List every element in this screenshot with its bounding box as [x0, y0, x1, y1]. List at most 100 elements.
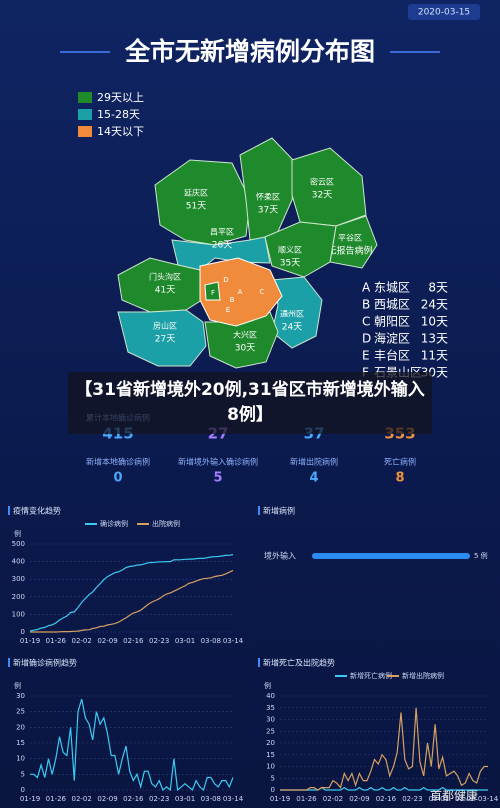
y-tick-label: 20 — [266, 739, 275, 747]
map-letter: C — [260, 288, 265, 296]
stat-value: 4 — [309, 471, 318, 486]
x-tick-label: 03-01 — [175, 795, 195, 803]
x-tick-label: 02-16 — [123, 637, 144, 645]
list-letter: E — [362, 349, 370, 363]
panel-title: 新增病例 — [263, 506, 295, 516]
list-letter: A — [362, 281, 371, 295]
stat-label: 新增境外输入确诊病例 — [178, 457, 258, 467]
x-tick-label: 02-16 — [123, 795, 144, 803]
y-axis-label: 例 — [264, 681, 271, 690]
panel-title: 新增死亡及出院趋势 — [263, 658, 335, 668]
legend-swatch — [78, 109, 92, 120]
district — [154, 159, 251, 246]
y-tick-label: 10 — [266, 763, 275, 771]
x-tick-label: 01-19 — [20, 795, 40, 803]
x-tick-label: 03-14 — [478, 795, 499, 803]
stat-value: 5 — [213, 471, 222, 486]
x-tick-label: 01-26 — [46, 637, 67, 645]
district-name: 通州区 — [280, 309, 304, 319]
x-tick-label: 01-26 — [46, 795, 67, 803]
x-tick-label: 02-09 — [97, 637, 117, 645]
headline: 【31省新增境外20例,31省区市新增境外输入8例】 — [68, 372, 432, 434]
map-letter: E — [226, 306, 230, 314]
legend-label: 出院病例 — [152, 519, 180, 528]
series-line — [30, 698, 234, 792]
legend-label: 确诊病例 — [100, 519, 128, 528]
y-tick-label: 25 — [16, 708, 25, 716]
y-axis-label: 例 — [14, 529, 21, 538]
list-name: 西城区 — [374, 298, 410, 312]
panel-marker — [258, 506, 260, 515]
x-tick-label: 03-08 — [201, 637, 221, 645]
district-days: 37天 — [258, 206, 278, 216]
bar-category: 境外输入 — [264, 551, 296, 561]
list-name: 海淀区 — [374, 331, 410, 346]
y-tick-label: 5 — [271, 774, 275, 782]
district-days: 35天 — [280, 259, 300, 269]
list-name: 朝阳区 — [374, 315, 410, 329]
y-tick-label: 400 — [12, 558, 25, 566]
stat-label: 死亡病例 — [384, 457, 416, 467]
district — [291, 147, 367, 227]
x-tick-label: 02-09 — [349, 795, 369, 803]
x-tick-label: 01-19 — [20, 637, 40, 645]
x-tick-label: 02-02 — [72, 637, 92, 645]
district-name: 延庆区 — [184, 188, 208, 198]
watermark: 首都健康 — [430, 788, 478, 803]
y-axis-label: 例 — [14, 681, 21, 690]
panel-title: 新增确诊病例趋势 — [13, 658, 77, 668]
y-tick-label: 500 — [12, 540, 25, 548]
x-tick-label: 03-01 — [429, 795, 449, 803]
district-name: 昌平区 — [210, 228, 234, 237]
x-tick-label: 02-02 — [323, 795, 343, 803]
list-days: 11天 — [421, 349, 448, 363]
district-days: 无报告病例 — [327, 245, 372, 257]
legend-swatch — [78, 126, 92, 137]
y-tick-label: 0 — [21, 786, 25, 794]
y-tick-label: 35 — [266, 704, 275, 712]
legend-label: 29天以上 — [97, 91, 144, 104]
x-tick-label: 02-16 — [376, 795, 397, 803]
district-days: 32天 — [312, 191, 332, 201]
y-tick-label: 200 — [12, 593, 25, 601]
stat-label: 新增出院病例 — [290, 457, 338, 467]
bar-value-label: 5 例 — [474, 551, 488, 560]
district-name: 门头沟区 — [149, 272, 181, 282]
series-line — [30, 569, 234, 633]
x-tick-label: 03-01 — [175, 637, 195, 645]
y-tick-label: 5 — [21, 770, 25, 778]
district-days: 41天 — [155, 286, 175, 296]
list-days: 10天 — [421, 315, 448, 329]
x-tick-label: 02-23 — [402, 795, 422, 803]
title: 全市无新增病例分布图 — [124, 37, 375, 66]
district-days: 51天 — [186, 202, 206, 212]
legend-label: 15-28天 — [97, 108, 140, 121]
y-tick-label: 30 — [16, 692, 25, 700]
district-days: 24天 — [282, 323, 302, 333]
list-days: 8天 — [428, 281, 448, 295]
map-letter: F — [211, 289, 215, 297]
district — [271, 276, 323, 349]
x-tick-label: 03-14 — [223, 795, 244, 803]
x-tick-label: 02-23 — [149, 637, 169, 645]
list-days: 13天 — [421, 332, 448, 346]
series-line — [29, 554, 234, 632]
central-districts — [199, 257, 283, 327]
x-tick-label: 02-02 — [72, 795, 92, 803]
legend-swatch — [78, 92, 92, 103]
x-tick-label: 03-08 — [455, 795, 475, 803]
x-tick-label: 02-09 — [97, 795, 117, 803]
y-tick-label: 100 — [12, 610, 25, 618]
district — [239, 137, 297, 241]
series-line — [280, 707, 488, 791]
panel-marker — [258, 658, 260, 667]
list-name: 东城区 — [374, 281, 410, 295]
y-tick-label: 10 — [16, 755, 25, 763]
date-badge — [408, 4, 480, 20]
district-name: 平谷区 — [338, 234, 362, 243]
list-days: 24天 — [421, 298, 448, 312]
district-days: 26天 — [212, 241, 232, 251]
district-days: 30天 — [235, 344, 255, 354]
district — [117, 309, 207, 367]
